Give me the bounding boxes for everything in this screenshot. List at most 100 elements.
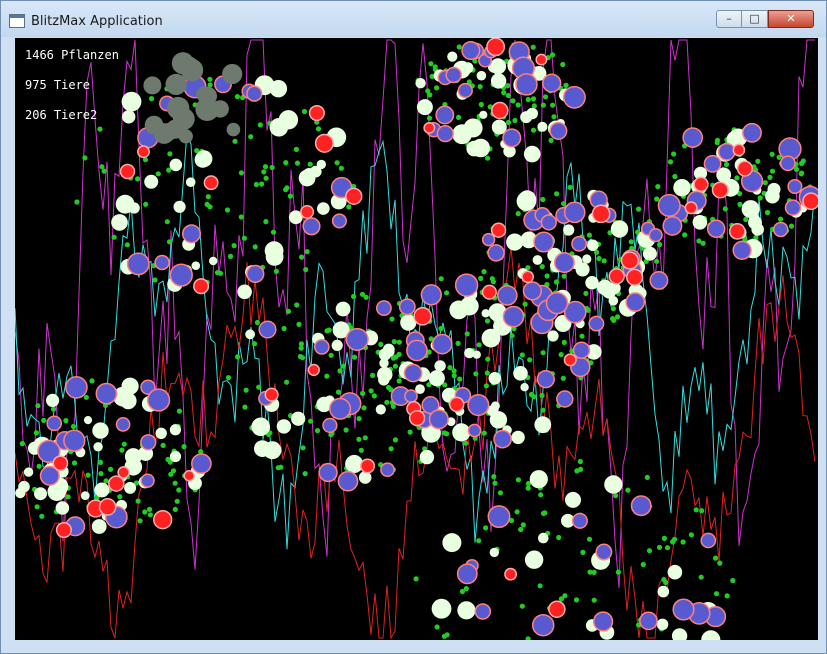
simulation-canvas[interactable]: 1466 Pflanzen 975 Tiere 206 Tiere2 [15,38,818,640]
predator [802,192,818,211]
plant-small [505,92,511,99]
plant-small [519,603,525,609]
predator [119,163,136,180]
plant-small [636,206,642,212]
plant-small [172,506,178,512]
faded-plant [165,73,187,95]
plant-small [315,126,322,132]
plant-small [358,447,364,453]
plant-small [234,94,240,100]
plant-small [525,96,531,103]
plant-small [263,175,269,181]
title-bar[interactable]: BlitzMax Application – □ ✕ [1,1,826,37]
plant-small [438,276,444,282]
herbivore [536,370,555,389]
plant-small [667,159,674,165]
herbivore [717,142,736,161]
plant-large [476,70,487,81]
plant-large [716,167,732,183]
herbivore [37,439,61,464]
plant-large [765,188,780,204]
plant-large [269,118,289,137]
plant-small [525,480,532,487]
plant-small [146,506,153,512]
plant-large [265,248,284,266]
plant-small [39,513,45,519]
herbivore [258,320,277,339]
plant-small [142,509,148,515]
plant-small [224,207,231,213]
herbivore [456,563,478,585]
predator [490,222,507,238]
plant-small [476,342,482,348]
plant-small [459,588,465,595]
plant-small [646,548,653,554]
herbivore [562,85,586,109]
predator [153,510,173,530]
herbivore [682,127,704,148]
plant-large [298,169,316,187]
herbivore [457,82,473,99]
plant-small [384,399,390,405]
plant-large [375,404,386,415]
faded-plant [144,115,164,135]
predator [300,204,315,219]
plant-small [164,219,170,225]
plant-small [655,184,661,190]
plant-small [89,378,95,384]
plant-small [484,318,491,324]
plant-small [654,258,660,264]
plant-small [133,480,140,486]
plant-large [122,110,136,124]
plant-small [767,174,773,180]
plant-small [586,232,593,238]
plant-large [490,73,507,89]
plant-small [103,478,109,484]
herbivore [337,470,359,492]
plant-large [400,314,417,331]
plant-small [328,432,334,438]
plant-small [363,294,369,300]
close-button[interactable]: ✕ [768,10,814,28]
plant-small [111,234,117,240]
minimize-button[interactable]: – [716,10,742,28]
plant-large [446,417,456,427]
plant-small [294,160,301,166]
plant-small [351,293,357,300]
faded-plant [196,86,212,103]
plant-small [743,216,749,223]
herbivore [657,193,681,217]
plant-large [534,416,552,434]
herbivore [672,598,695,621]
plant-large [185,177,196,187]
herbivore [404,389,418,403]
plant-large [332,321,350,339]
plant-small [225,375,232,381]
plant-small [549,52,556,58]
plant-large [91,519,107,534]
plant-small [601,258,607,264]
herbivore [375,300,392,317]
plant-small [300,445,306,451]
plant-small [762,180,768,186]
herbivore [191,453,212,474]
plant-small [97,459,104,465]
plant-small [550,102,556,108]
plant-large [561,513,575,528]
herbivore [403,363,423,383]
predator [193,278,210,295]
plant-small [235,354,241,360]
plant-large [345,454,364,474]
plant-large [537,121,548,132]
herbivore [779,155,796,172]
plant-small [108,466,114,472]
predator [98,498,117,516]
plant-small [525,636,531,640]
plant-small [447,365,453,371]
plant-small [204,201,210,207]
plant-large [316,159,326,170]
herbivore [742,122,762,143]
maximize-button[interactable]: □ [742,10,768,28]
plant-small [553,279,560,285]
plant-large [449,300,469,320]
